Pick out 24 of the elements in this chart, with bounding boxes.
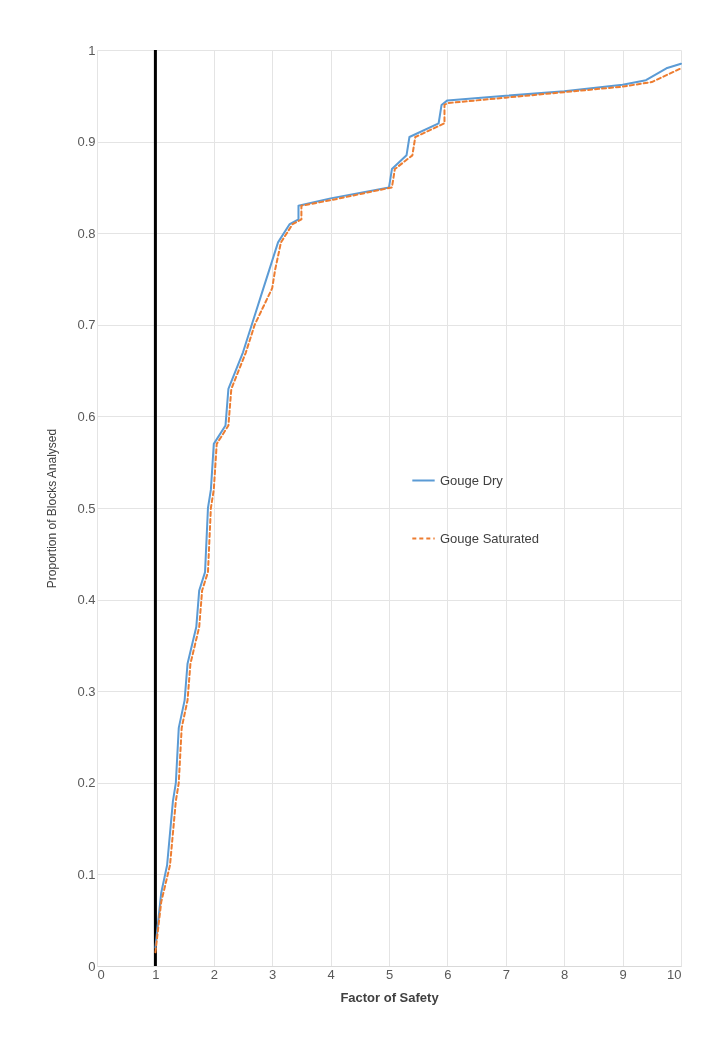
y-tick-label: 0.9 [77,134,96,150]
x-tick-label: 8 [561,966,569,982]
x-tick-label: 2 [210,966,218,982]
legend-label: Gouge Dry [440,472,504,488]
y-tick-label: 1 [88,42,96,58]
x-tick-label: 3 [269,966,277,982]
y-tick-label: 0.7 [77,317,96,333]
x-axis-title: Factor of Safety [340,989,440,1005]
y-tick-label: 0.4 [77,592,96,608]
y-tick-label: 0.1 [77,866,96,882]
y-tick-label: 0.5 [77,500,96,516]
x-tick-label: 1 [152,966,160,982]
x-tick-label: 10 [667,966,682,982]
y-tick-label: 0.6 [77,408,96,424]
x-tick-label: 5 [385,966,394,982]
y-tick-label: 0.2 [77,775,96,791]
y-tick-label: 0.8 [77,225,96,241]
x-tick-label: 4 [327,966,335,982]
y-axis-title: Proportion of Blocks Analysed [45,428,60,589]
legend-label: Gouge Saturated [440,530,540,546]
x-tick-label: 9 [619,966,627,982]
y-tick-label: 0.3 [77,683,96,699]
x-tick-label: 7 [502,966,510,982]
x-tick-label: 6 [444,966,452,982]
